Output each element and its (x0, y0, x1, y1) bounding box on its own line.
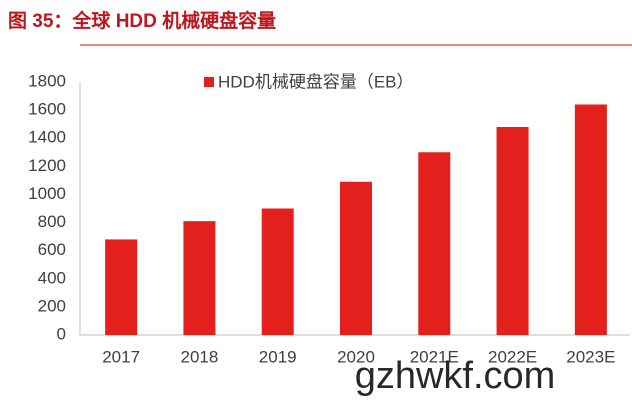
x-tick-label: 2023E (566, 347, 615, 366)
y-tick-label: 1000 (28, 184, 66, 203)
y-tick-label: 1200 (28, 156, 66, 175)
bar (496, 126, 529, 335)
bar (183, 221, 216, 335)
legend-label: HDD机械硬盘容量（EB） (218, 72, 414, 91)
y-tick-label: 600 (38, 240, 66, 259)
y-tick-label: 0 (57, 324, 66, 343)
x-tick-label: 2022E (488, 347, 537, 366)
x-tick-label: 2021E (410, 347, 459, 366)
x-tick-label: 2019 (259, 347, 297, 366)
x-tick-label: 2020 (337, 347, 375, 366)
x-tick-label: 2018 (181, 347, 219, 366)
y-tick-label: 800 (38, 212, 66, 231)
x-tick-label: 2017 (102, 347, 140, 366)
y-tick-label: 400 (38, 268, 66, 287)
bar (105, 239, 138, 335)
bar (261, 208, 294, 335)
watermark: gzhwkf.com (355, 355, 556, 397)
y-tick-label: 1400 (28, 128, 66, 147)
y-tick-label: 1800 (28, 71, 66, 90)
bar (574, 104, 607, 335)
y-tick-label: 200 (38, 296, 66, 315)
bar (340, 181, 372, 335)
legend-swatch (204, 77, 214, 87)
chart-title: 图 35：全球 HDD 机械硬盘容量 (8, 9, 276, 32)
y-tick-label: 1600 (28, 100, 66, 119)
bar (418, 152, 451, 335)
